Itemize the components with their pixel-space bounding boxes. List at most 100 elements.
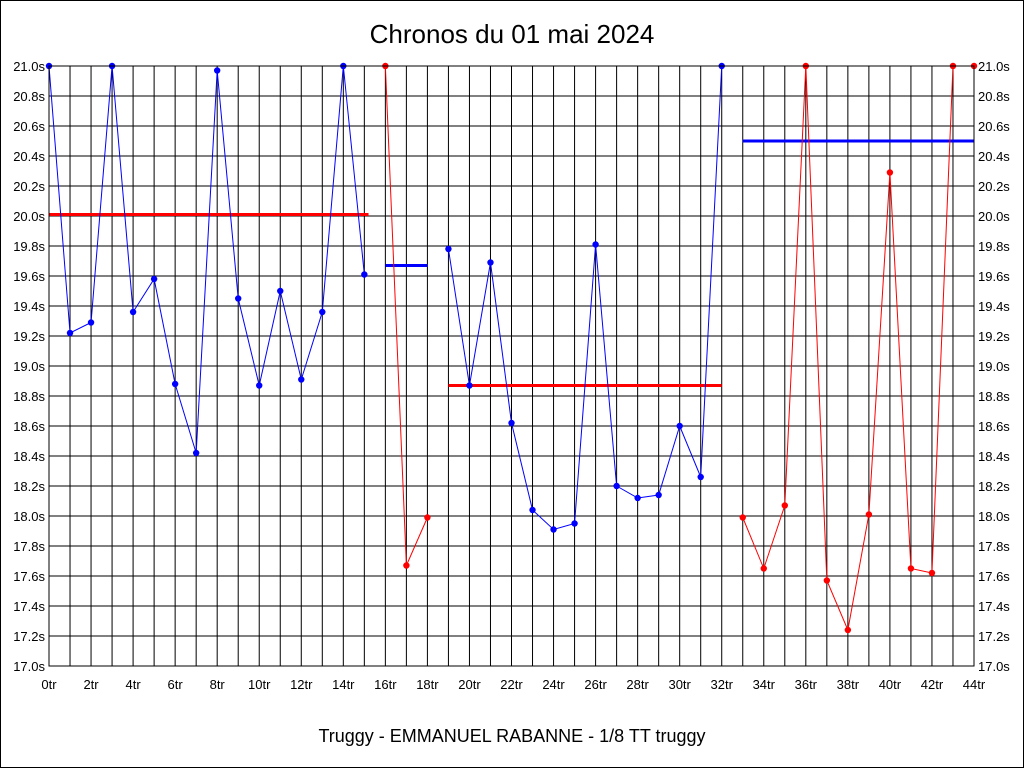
data-point <box>697 473 704 481</box>
series-line-run3 <box>447 65 723 531</box>
y-tick-label-right: 19.2s <box>978 329 1010 344</box>
y-tick-label-left: 20.6s <box>13 119 45 134</box>
y-tick-label-left: 17.2s <box>13 629 45 644</box>
y-tick-label-left: 17.4s <box>13 599 45 614</box>
x-tick-label: 42tr <box>921 677 944 692</box>
y-tick-label-right: 20.4s <box>978 149 1010 164</box>
x-tick-label: 8tr <box>210 677 226 692</box>
y-tick-label-right: 20.6s <box>978 119 1010 134</box>
y-tick-label-left: 18.0s <box>13 509 45 524</box>
y-tick-label-left: 20.4s <box>13 149 45 164</box>
data-point <box>445 245 452 253</box>
chart-title: Chronos du 01 mai 2024 <box>370 19 655 49</box>
data-point <box>886 169 894 176</box>
y-tick-label-left: 18.2s <box>13 479 45 494</box>
y-tick-label-left: 18.8s <box>13 389 45 404</box>
data-point <box>592 241 599 248</box>
data-point <box>466 382 473 389</box>
y-tick-label-right: 17.4s <box>978 599 1010 614</box>
y-tick-label-left: 21.0s <box>13 59 45 74</box>
data-point <box>529 506 536 514</box>
series-line-run1 <box>48 65 365 454</box>
data-point <box>844 626 852 634</box>
y-tick-label-right: 18.4s <box>978 449 1010 464</box>
data-point <box>403 562 410 569</box>
series-points <box>45 62 978 634</box>
y-tick-label-right: 18.6s <box>978 419 1010 434</box>
data-point <box>256 382 263 389</box>
y-axis-right: 17.0s 17.2s 17.4s 17.6s 17.8s 18.0s 18.2s 18.4s… <box>978 59 1010 674</box>
data-point <box>66 329 74 337</box>
data-point <box>129 308 137 316</box>
data-point <box>150 275 158 283</box>
data-point <box>319 308 326 316</box>
data-point <box>613 482 620 490</box>
x-tick-label: 20tr <box>458 677 481 692</box>
x-tick-label: 26tr <box>584 677 607 692</box>
y-tick-label-left: 20.2s <box>13 179 45 194</box>
y-tick-label-right: 18.2s <box>978 479 1010 494</box>
y-tick-label-right: 17.8s <box>978 539 1010 554</box>
data-point <box>823 577 831 584</box>
y-tick-label-right: 17.6s <box>978 569 1010 584</box>
y-tick-label-right: 20.2s <box>978 179 1010 194</box>
x-tick-label: 40tr <box>879 677 902 692</box>
data-point <box>907 565 915 572</box>
data-point <box>571 520 578 527</box>
y-tick-label-right: 17.0s <box>978 659 1010 674</box>
y-tick-label-right: 18.0s <box>978 509 1010 524</box>
y-tick-label-left: 17.6s <box>13 569 45 584</box>
x-axis: 0tr 2tr 4tr 6tr 8tr 10tr 12tr 14tr 16tr 18tr 20tr 2… <box>41 677 985 692</box>
x-tick-label: 32tr <box>711 677 734 692</box>
data-point <box>487 259 494 266</box>
y-tick-label-left: 20.8s <box>13 89 45 104</box>
x-tick-label: 28tr <box>626 677 649 692</box>
y-tick-label-left: 20.0s <box>13 209 45 224</box>
data-point <box>739 514 746 521</box>
y-axis-left: 17.0s 17.2s 17.4s 17.6s 17.8s 18.0s 18.2s 18.4s… <box>13 59 45 674</box>
x-tick-label: 38tr <box>837 677 860 692</box>
y-tick-label-right: 20.8s <box>978 89 1010 104</box>
data-point <box>213 67 221 74</box>
data-point <box>277 287 284 295</box>
data-point <box>424 514 431 521</box>
data-point <box>634 494 641 502</box>
y-tick-label-left: 17.0s <box>13 659 45 674</box>
chart-subtitle: Truggy - EMMANUEL RABANNE - 1/8 TT trugg… <box>318 726 705 746</box>
x-tick-label: 30tr <box>668 677 691 692</box>
y-tick-label-right: 19.6s <box>978 269 1010 284</box>
x-tick-label: 10tr <box>248 677 271 692</box>
x-tick-label: 0tr <box>41 677 57 692</box>
x-tick-label: 14tr <box>332 677 355 692</box>
x-tick-label: 22tr <box>500 677 523 692</box>
x-tick-label: 18tr <box>416 677 439 692</box>
x-tick-label: 6tr <box>168 677 184 692</box>
y-tick-label-left: 19.0s <box>13 359 45 374</box>
y-tick-label-right: 19.8s <box>978 239 1010 254</box>
y-tick-label-right: 19.4s <box>978 299 1010 314</box>
plot-border <box>48 65 975 667</box>
data-point <box>928 569 936 577</box>
data-point <box>676 422 683 430</box>
x-tick-label: 34tr <box>753 677 776 692</box>
grid <box>48 65 975 667</box>
x-tick-label: 36tr <box>795 677 818 692</box>
y-tick-label-right: 18.8s <box>978 389 1010 404</box>
x-tick-label: 16tr <box>374 677 397 692</box>
data-point <box>87 319 95 326</box>
y-tick-label-left: 17.8s <box>13 539 45 554</box>
y-tick-label-right: 19.0s <box>978 359 1010 374</box>
x-tick-label: 2tr <box>83 677 99 692</box>
y-tick-label-left: 19.2s <box>13 329 45 344</box>
y-tick-label-left: 19.6s <box>13 269 45 284</box>
y-tick-label-left: 19.8s <box>13 239 45 254</box>
data-point <box>508 419 515 427</box>
data-point <box>192 449 200 457</box>
data-point <box>760 565 767 572</box>
data-point <box>235 295 242 302</box>
data-point <box>655 491 662 499</box>
data-point <box>361 271 368 278</box>
y-tick-label-right: 20.0s <box>978 209 1010 224</box>
y-tick-label-left: 18.4s <box>13 449 45 464</box>
